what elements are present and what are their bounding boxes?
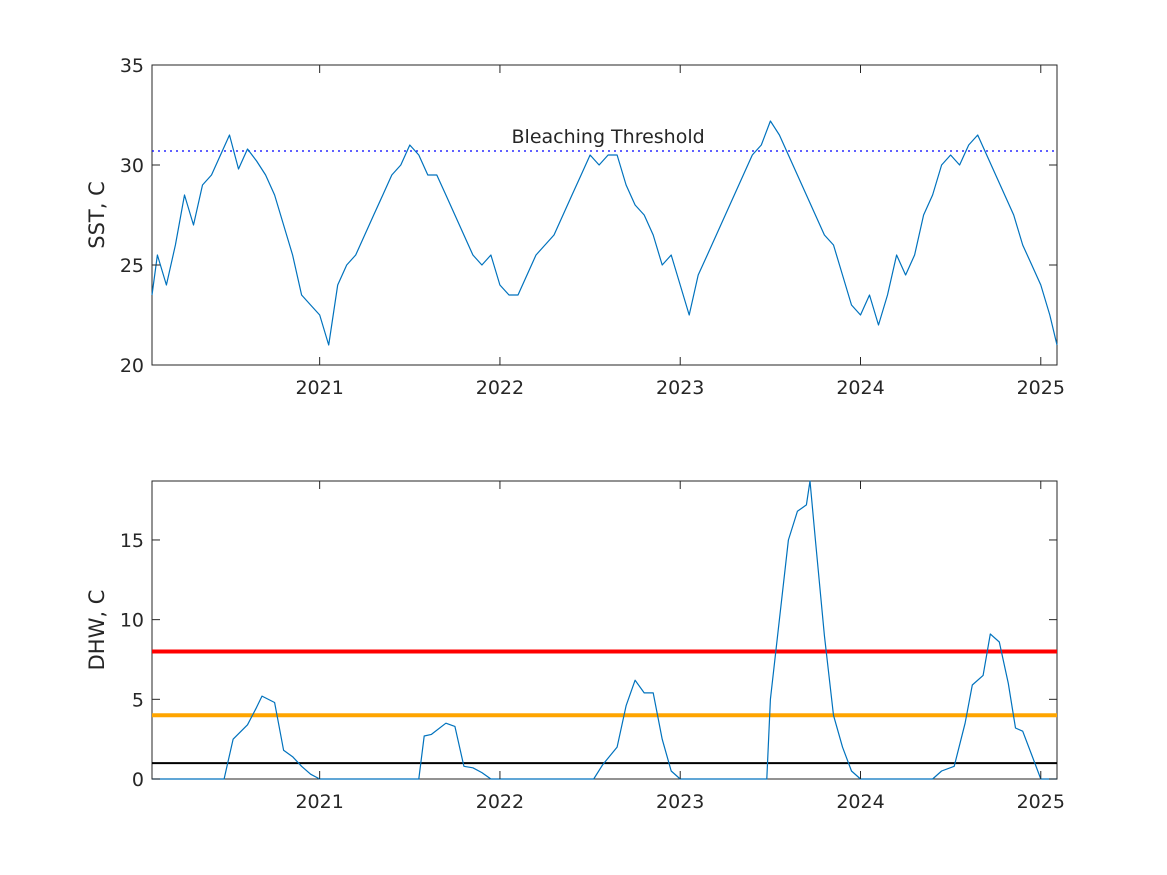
x-tick-label: 2023 bbox=[656, 377, 704, 399]
dhw-series-line bbox=[152, 480, 1057, 780]
dhw-plot-box bbox=[151, 480, 1058, 780]
dhw-axes: 0 5 10 15 2021 2022 2023 2024 2025 DHW, C bbox=[85, 480, 1065, 813]
x-tick-label: 2025 bbox=[1017, 791, 1065, 813]
x-tick-label: 2021 bbox=[295, 377, 343, 399]
dhw-y-axis-label: DHW, C bbox=[85, 590, 109, 671]
x-tick-label: 2021 bbox=[295, 791, 343, 813]
x-tick-label: 2024 bbox=[836, 377, 884, 399]
y-tick-label: 35 bbox=[120, 55, 144, 77]
x-tick-label: 2022 bbox=[476, 377, 524, 399]
y-tick-label: 30 bbox=[120, 155, 144, 177]
y-tick-label: 5 bbox=[132, 689, 144, 711]
dhw-y-ticks: 0 5 10 15 bbox=[120, 530, 1057, 791]
bleaching-threshold-label: Bleaching Threshold bbox=[512, 126, 705, 148]
sst-plot-box bbox=[151, 64, 1058, 366]
sst-y-ticks: 20 25 30 35 bbox=[120, 55, 1057, 377]
x-tick-label: 2024 bbox=[836, 791, 884, 813]
dhw-x-ticks: 2021 2022 2023 2024 2025 bbox=[295, 481, 1065, 813]
y-tick-label: 25 bbox=[120, 255, 144, 277]
y-tick-label: 15 bbox=[120, 530, 144, 552]
x-tick-label: 2022 bbox=[476, 791, 524, 813]
y-tick-label: 0 bbox=[132, 769, 144, 791]
sst-y-axis-label: SST, C bbox=[85, 181, 109, 249]
x-tick-label: 2025 bbox=[1017, 377, 1065, 399]
y-tick-label: 20 bbox=[120, 355, 144, 377]
x-tick-label: 2023 bbox=[656, 791, 704, 813]
y-tick-label: 10 bbox=[120, 610, 144, 632]
sst-x-ticks: 2021 2022 2023 2024 2025 bbox=[295, 65, 1065, 399]
sst-series-line bbox=[151, 120, 1058, 346]
